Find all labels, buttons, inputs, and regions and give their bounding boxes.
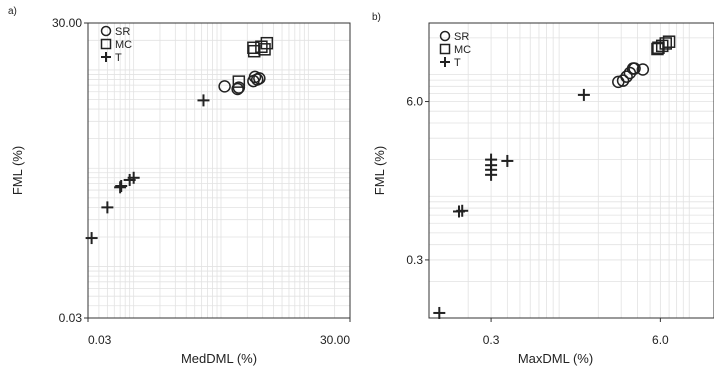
legend-label-sr: SR xyxy=(454,31,469,43)
panel-label: b) xyxy=(372,12,381,23)
y-tick-label: 30.00 xyxy=(52,16,82,30)
data-point-sr xyxy=(231,82,244,96)
data-point-sr xyxy=(620,70,633,83)
legend-label-mc: MC xyxy=(454,44,471,56)
panel-label: a) xyxy=(8,6,17,17)
data-point-mc xyxy=(662,35,676,48)
series-mc xyxy=(651,35,676,56)
y-axis-label: FML (%) xyxy=(372,146,387,195)
grid-lines xyxy=(429,23,714,318)
x-tick-label: 6.0 xyxy=(652,333,669,347)
data-point-sr xyxy=(218,80,231,93)
series-t xyxy=(433,88,590,319)
legend-label-sr: SR xyxy=(115,26,130,38)
plot-frame xyxy=(87,22,351,319)
data-point-mc xyxy=(655,39,669,53)
x-axis-label: MedDML (%) xyxy=(181,351,257,366)
legend-circle-icon xyxy=(100,25,112,37)
data-point-t xyxy=(101,201,114,214)
data-point-sr xyxy=(628,62,641,75)
y-tick-label: 0.03 xyxy=(59,311,83,325)
data-point-t xyxy=(85,232,98,245)
data-point-mc xyxy=(232,75,246,88)
grid-lines xyxy=(88,23,350,318)
data-point-t xyxy=(456,204,469,217)
series-sr xyxy=(612,62,650,89)
legend-circle-icon xyxy=(439,30,451,42)
chart-panel-a: 0.03 30.00 0.03 30.00 MedDML (%) FML (%) a) SRM… xyxy=(8,6,351,366)
y-tick-label: 6.0 xyxy=(406,95,423,109)
data-point-sr xyxy=(616,74,630,87)
legend-marker-sr xyxy=(439,30,451,42)
series-sr xyxy=(218,70,266,96)
data-point-t xyxy=(115,179,128,192)
data-point-mc xyxy=(247,44,261,58)
x-tick-label: 0.3 xyxy=(483,333,500,347)
data-point-mc xyxy=(659,37,673,50)
data-point-t xyxy=(433,306,446,319)
series-t xyxy=(85,94,210,245)
x-tick-label: 30.00 xyxy=(320,333,350,347)
x-tick-label: 0.03 xyxy=(88,333,112,347)
legend-marker-sr xyxy=(100,25,112,37)
data-point-t xyxy=(577,88,590,101)
data-point-t xyxy=(485,153,498,166)
y-axis-label: FML (%) xyxy=(10,146,25,195)
x-axis-label: MaxDML (%) xyxy=(518,351,593,366)
data-point-t xyxy=(197,94,210,107)
data-point-t xyxy=(127,171,140,184)
data-point-sr xyxy=(253,72,266,85)
data-point-sr xyxy=(636,63,650,76)
plot-frame xyxy=(428,22,714,319)
legend-marker-mc xyxy=(439,43,451,55)
legend-marker-t xyxy=(440,57,450,67)
data-point-t xyxy=(114,181,127,194)
legend-label-t: T xyxy=(115,52,122,64)
data-point-mc xyxy=(260,36,274,50)
legend-label-mc: MC xyxy=(115,39,132,51)
legend-square-icon xyxy=(100,38,112,50)
y-tick-label: 0.3 xyxy=(406,253,423,267)
legend-label-t: T xyxy=(454,57,461,69)
legend-marker-t xyxy=(101,52,111,62)
data-point-t xyxy=(501,154,514,167)
legend-marker-mc xyxy=(100,38,112,50)
legend-square-icon xyxy=(439,43,451,55)
series-mc xyxy=(232,36,274,88)
